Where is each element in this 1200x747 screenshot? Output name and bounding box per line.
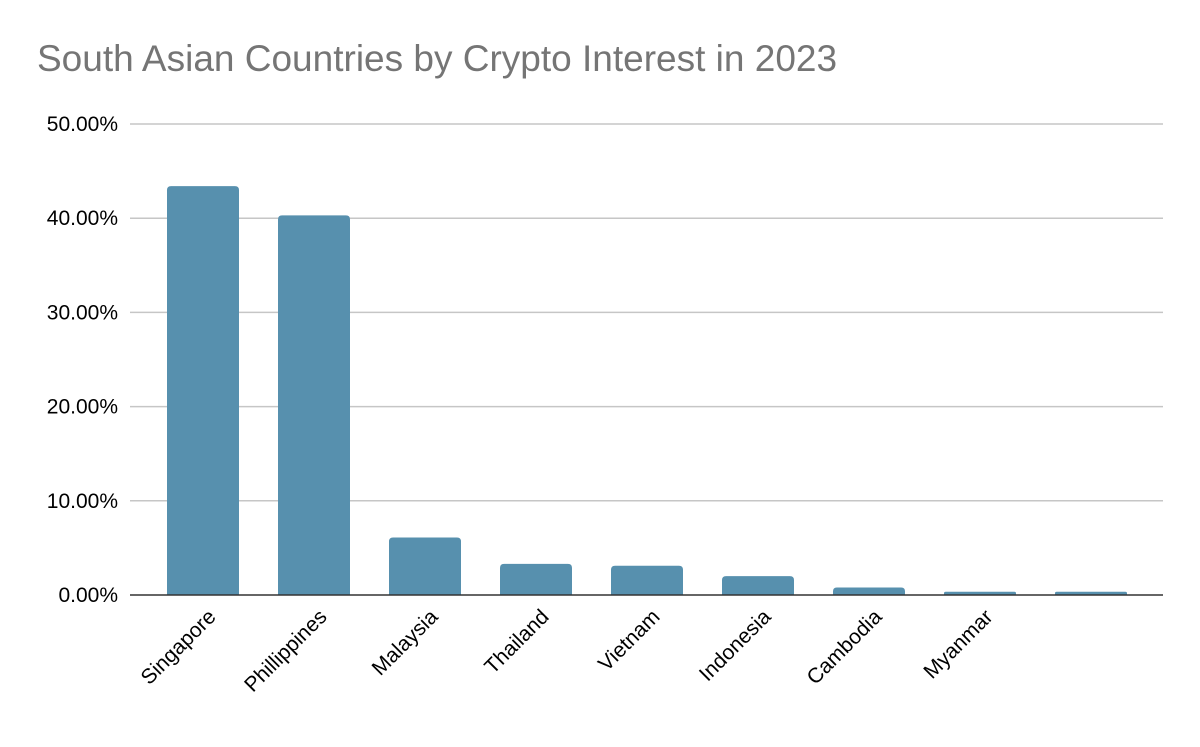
bar — [167, 186, 239, 595]
x-tick-label: Thailand — [480, 605, 553, 678]
y-tick-label: 20.00% — [47, 396, 118, 419]
x-tick-label: Myanmar — [919, 605, 997, 683]
bar — [389, 537, 461, 595]
chart-title: South Asian Countries by Crypto Interest… — [37, 38, 838, 79]
y-tick-label: 40.00% — [47, 207, 118, 230]
x-tick-label: Singapore — [137, 605, 221, 689]
bar — [944, 591, 1016, 595]
x-tick-label: Malaysia — [368, 605, 443, 680]
x-tick-label: Phillippines — [240, 605, 331, 696]
y-tick-label: 30.00% — [47, 301, 118, 324]
x-tick-label: Cambodia — [803, 605, 887, 689]
bar — [833, 587, 905, 595]
x-tick-label: Indonesia — [695, 605, 776, 686]
bar — [1055, 591, 1127, 595]
y-tick-label: 50.00% — [47, 113, 118, 136]
bar — [500, 563, 572, 595]
y-tick-label: 10.00% — [47, 490, 118, 513]
y-tick-label: 0.00% — [58, 584, 118, 607]
bar — [611, 565, 683, 595]
bar — [278, 215, 350, 595]
x-tick-label: Vietnam — [594, 605, 664, 675]
bar — [722, 576, 794, 595]
